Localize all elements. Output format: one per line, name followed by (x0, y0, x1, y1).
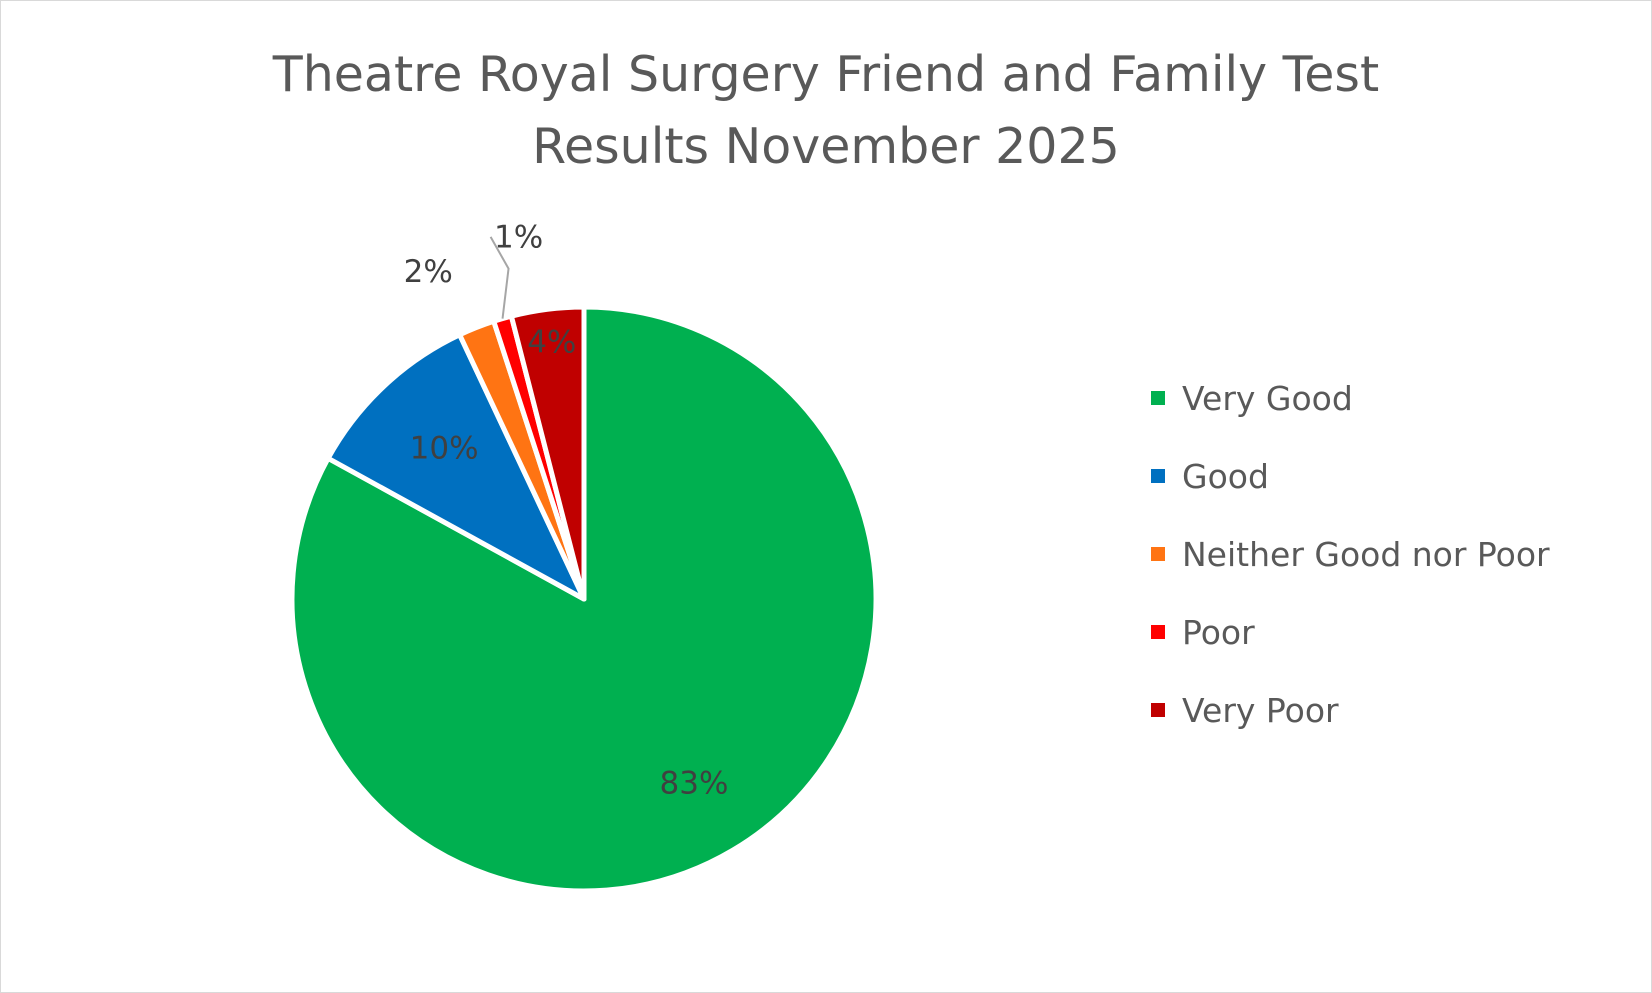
legend-swatch-very-poor (1151, 703, 1165, 717)
legend-label-neither: Neither Good nor Poor (1182, 534, 1550, 574)
chart-title: Theatre Royal Surgery Friend and Family … (1, 39, 1651, 183)
pie-slice-good (325, 332, 587, 602)
data-labels: 83% 10% 2% 1% 4% (404, 219, 729, 801)
data-label-good: 10% (410, 430, 479, 466)
legend-label-good: Good (1182, 456, 1269, 496)
chart-title-line-2: Results November 2025 (532, 118, 1120, 175)
data-label-poor: 1% (494, 219, 543, 255)
legend-label-poor: Poor (1182, 612, 1255, 652)
pie-slice-very-poor (508, 304, 587, 602)
legend-label-very-good: Very Good (1182, 378, 1353, 418)
legend-label-very-poor: Very Poor (1182, 690, 1339, 730)
data-label-very-poor: 4% (527, 325, 576, 361)
legend-swatch-very-good (1151, 391, 1165, 405)
leader-line-poor (489, 236, 510, 319)
leader-lines (489, 236, 510, 319)
pie-slices (289, 304, 879, 894)
legend-swatch-good (1151, 469, 1165, 483)
legend-swatch-poor (1151, 625, 1165, 639)
legend-item-good: Good (1151, 437, 1631, 515)
legend-item-very-poor: Very Poor (1151, 671, 1631, 749)
data-label-very-good: 83% (660, 765, 729, 801)
legend-item-neither: Neither Good nor Poor (1151, 515, 1631, 593)
chart-title-line-1: Theatre Royal Surgery Friend and Family … (272, 46, 1380, 103)
legend: Very Good Good Neither Good nor Poor Poo… (1151, 359, 1631, 749)
legend-swatch-neither (1151, 547, 1165, 561)
data-label-neither-good-nor-poor: 2% (404, 254, 453, 290)
legend-item-very-good: Very Good (1151, 359, 1631, 437)
legend-item-poor: Poor (1151, 593, 1631, 671)
